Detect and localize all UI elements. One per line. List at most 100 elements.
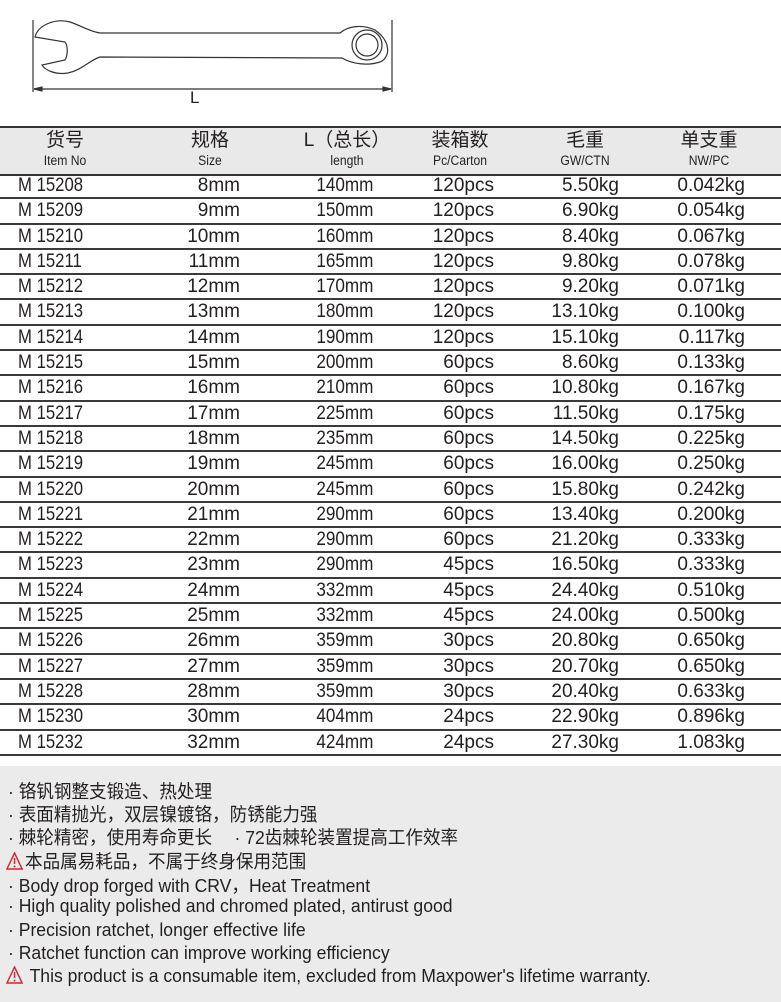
cell-pc-carton: 30pcs bbox=[443, 655, 494, 677]
table-row: M 15217 17mm 225mm 60pcs 11.50kg 0.175kg bbox=[0, 402, 781, 427]
cell-gw-ctn: 21.20kg bbox=[551, 529, 619, 551]
cell-size: 26mm bbox=[187, 630, 240, 652]
cell-gw-ctn: 10.80kg bbox=[551, 377, 619, 399]
cell-length: 210mm bbox=[315, 377, 373, 399]
table-row: M 15212 12mm 170mm 120pcs 9.20kg 0.071kg bbox=[0, 275, 781, 301]
cell-length: 200mm bbox=[315, 352, 373, 374]
note-line: · 表面精抛光，双层镍镀铬，防锈能力强 bbox=[8, 801, 318, 827]
header-cn: 规格 bbox=[190, 130, 229, 151]
cell-size: 27mm bbox=[187, 655, 240, 677]
cell-nw-pc: 0.100kg bbox=[677, 301, 745, 323]
note-text: · 铬钒钢整支锻造、热处理 bbox=[8, 781, 213, 802]
cell-pc-carton: 45pcs bbox=[443, 605, 494, 627]
cell-size: 25mm bbox=[187, 605, 240, 627]
note-text: · Precision ratchet, longer effective li… bbox=[8, 919, 306, 940]
header-cn: 单支重 bbox=[680, 130, 738, 151]
wrench-drawing bbox=[32, 20, 393, 92]
cell-nw-pc: 1.083kg bbox=[677, 731, 745, 753]
header-en: Pc/Carton bbox=[432, 153, 488, 168]
cell-item-no: M 15211 bbox=[18, 250, 82, 272]
cell-nw-pc: 0.167kg bbox=[677, 377, 745, 399]
table-row: M 15210 10mm 160mm 120pcs 8.40kg 0.067kg bbox=[0, 225, 781, 250]
note-text: This product is a consumable item, exclu… bbox=[25, 965, 651, 986]
cell-size: 20mm bbox=[187, 478, 240, 500]
cell-item-no: M 15226 bbox=[18, 630, 84, 652]
cell-nw-pc: 0.333kg bbox=[677, 554, 745, 576]
header-en: Item No bbox=[43, 153, 87, 168]
cell-item-no: M 15214 bbox=[18, 326, 84, 348]
table-row: M 15227 27mm 359mm 30pcs 20.70kg 0.650kg bbox=[0, 655, 781, 680]
cell-length: 359mm bbox=[315, 655, 373, 677]
cell-size: 28mm bbox=[187, 680, 240, 702]
cell-length: 290mm bbox=[315, 529, 373, 551]
header-nw-pc: 单支重 NW/PC bbox=[644, 128, 774, 169]
cell-pc-carton: 24pcs bbox=[443, 731, 494, 753]
cell-size: 9mm bbox=[197, 200, 240, 222]
note-line: · Ratchet function can improve working e… bbox=[8, 942, 390, 964]
header-pc-carton: 装箱数 Pc/Carton bbox=[395, 128, 525, 169]
cell-size: 17mm bbox=[187, 402, 240, 424]
cell-item-no: M 15230 bbox=[18, 706, 84, 728]
header-cn: 装箱数 bbox=[431, 130, 489, 151]
warning-icon bbox=[6, 852, 24, 870]
notes-panel: · 铬钒钢整支锻造、热处理 · 表面精抛光，双层镍镀铬，防锈能力强 · 棘轮精密，使… bbox=[0, 766, 781, 1002]
table-row: M 15221 21mm 290mm 60pcs 13.40kg 0.200kg bbox=[0, 503, 781, 529]
cell-gw-ctn: 14.50kg bbox=[551, 427, 619, 449]
cell-gw-ctn: 24.00kg bbox=[551, 605, 619, 627]
note-text: 本品属易耗品，不属于终身保用范围 bbox=[25, 851, 307, 872]
table-row: M 15225 25mm 332mm 45pcs 24.00kg 0.500kg bbox=[0, 604, 781, 630]
note-text: · 棘轮精密，使用寿命更长 · 72齿棘轮装置提高工作效率 bbox=[8, 827, 459, 848]
cell-size: 19mm bbox=[187, 453, 240, 475]
cell-pc-carton: 60pcs bbox=[443, 352, 494, 374]
cell-pc-carton: 30pcs bbox=[443, 680, 494, 702]
cell-gw-ctn: 20.80kg bbox=[551, 630, 619, 652]
cell-item-no: M 15215 bbox=[18, 352, 84, 374]
table-row: M 15226 26mm 359mm 30pcs 20.80kg 0.650kg bbox=[0, 629, 781, 655]
cell-length: 332mm bbox=[315, 605, 373, 627]
note-line: · Body drop forged with CRV，Heat Treatme… bbox=[8, 872, 370, 898]
cell-nw-pc: 0.650kg bbox=[677, 630, 745, 652]
note-line: · 铬钒钢整支锻造、热处理 bbox=[8, 778, 212, 804]
table-row: M 15222 22mm 290mm 60pcs 21.20kg 0.333kg bbox=[0, 528, 781, 554]
cell-item-no: M 15227 bbox=[18, 655, 84, 677]
cell-item-no: M 15232 bbox=[18, 731, 84, 753]
cell-size: 22mm bbox=[187, 529, 240, 551]
table-header: 货号 Item No 规格 Size L（总长） length 装箱数 Pc/Carton 毛重… bbox=[0, 126, 781, 176]
table-row: M 15232 32mm 424mm 24pcs 27.30kg 1.083kg bbox=[0, 731, 781, 756]
cell-length: 290mm bbox=[315, 503, 373, 525]
table-row: M 15224 24mm 332mm 45pcs 24.40kg 0.510kg bbox=[0, 579, 781, 605]
cell-size: 8mm bbox=[197, 175, 240, 196]
cell-length: 359mm bbox=[315, 680, 373, 702]
cell-pc-carton: 60pcs bbox=[443, 529, 494, 551]
cell-nw-pc: 0.133kg bbox=[677, 352, 745, 374]
note-line: This product is a consumable item, exclu… bbox=[6, 965, 651, 987]
cell-pc-carton: 120pcs bbox=[432, 225, 494, 247]
cell-gw-ctn: 15.80kg bbox=[551, 478, 619, 500]
table-row: M 15211 11mm 165mm 120pcs 9.80kg 0.078kg bbox=[0, 250, 781, 276]
cell-pc-carton: 120pcs bbox=[432, 200, 494, 222]
header-en: Size bbox=[198, 153, 222, 168]
cell-nw-pc: 0.078kg bbox=[677, 250, 745, 272]
table-row: M 15208 8mm 140mm 120pcs 5.50kg 0.042kg bbox=[0, 174, 781, 200]
table-row: M 15216 16mm 210mm 60pcs 10.80kg 0.167kg bbox=[0, 376, 781, 402]
cell-nw-pc: 0.175kg bbox=[677, 402, 745, 424]
cell-item-no: M 15212 bbox=[18, 276, 84, 298]
cell-gw-ctn: 20.70kg bbox=[551, 655, 619, 677]
note-text: · 表面精抛光，双层镍镀铬，防锈能力强 bbox=[8, 804, 318, 825]
cell-nw-pc: 0.054kg bbox=[677, 200, 745, 222]
cell-size: 13mm bbox=[187, 301, 240, 323]
note-text: · High quality polished and chromed plat… bbox=[8, 895, 453, 916]
cell-nw-pc: 0.071kg bbox=[677, 276, 745, 298]
cell-pc-carton: 60pcs bbox=[443, 402, 494, 424]
cell-gw-ctn: 11.50kg bbox=[552, 402, 619, 424]
cell-item-no: M 15213 bbox=[18, 301, 84, 323]
note-line: 本品属易耗品，不属于终身保用范围 bbox=[6, 848, 306, 874]
table-row: M 15215 15mm 200mm 60pcs 8.60kg 0.133kg bbox=[0, 351, 781, 377]
warning-icon bbox=[6, 966, 24, 984]
cell-item-no: M 15221 bbox=[18, 503, 84, 525]
cell-length: 140mm bbox=[315, 175, 373, 196]
header-en: GW/CTN bbox=[560, 153, 610, 168]
cell-item-no: M 15225 bbox=[18, 605, 84, 627]
cell-length: 165mm bbox=[315, 250, 373, 272]
